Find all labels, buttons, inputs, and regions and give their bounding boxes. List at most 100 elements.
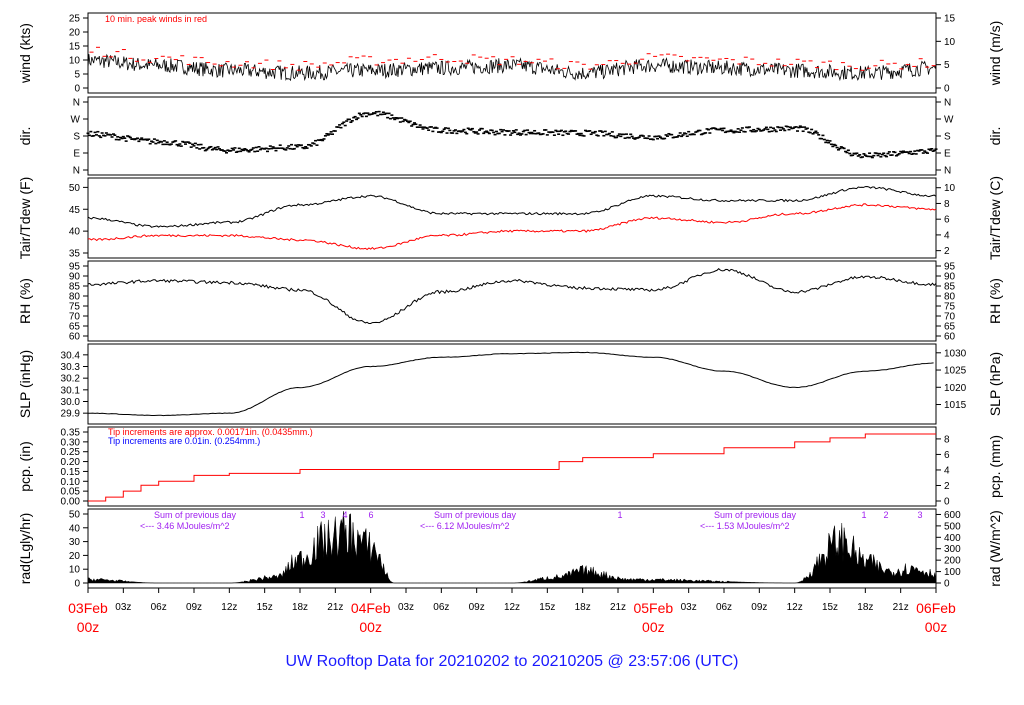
slp-line bbox=[88, 351, 934, 417]
rh-left-tick-label: 85 bbox=[69, 282, 81, 293]
temp-right-tick-label: 4 bbox=[944, 230, 950, 241]
x-hour-label: 21z bbox=[610, 602, 626, 613]
x-hour-label: 06z bbox=[151, 602, 167, 613]
rh-right-tick-label: 60 bbox=[944, 332, 956, 343]
slp-right-tick-label: 1025 bbox=[944, 366, 967, 377]
x-day-label: 06Feb bbox=[916, 600, 956, 616]
rh-left-tick-label: 60 bbox=[69, 332, 81, 343]
panel-frame-wind bbox=[87, 12, 937, 94]
rh-left-tick-label: 95 bbox=[69, 262, 81, 273]
wind-right-tick-label: 5 bbox=[944, 60, 950, 71]
pcp-right-tick-label: 0 bbox=[944, 497, 950, 508]
rad-right-tick-label: 200 bbox=[944, 556, 961, 567]
wind-left-tick-label: 10 bbox=[69, 56, 81, 67]
temp-right-tick-label: 2 bbox=[944, 246, 950, 257]
slp-left-tick-label: 30.2 bbox=[61, 374, 81, 385]
rad-left-tick-label: 20 bbox=[69, 551, 81, 562]
x-hour-label: 21z bbox=[327, 602, 343, 613]
x-hour-label: 09z bbox=[751, 602, 767, 613]
rh-right-tick-label: 85 bbox=[944, 282, 956, 293]
rad-right-tick-label: 0 bbox=[944, 579, 950, 590]
slp-right-tick-label: 1030 bbox=[944, 348, 967, 359]
rad-left-tick-label: 40 bbox=[69, 523, 81, 534]
x-hour-label: 15z bbox=[539, 602, 555, 613]
pcp-left-tick-label: 0.15 bbox=[61, 467, 81, 478]
x-hour-label: 03z bbox=[398, 602, 414, 613]
panel-frame-dir bbox=[87, 96, 937, 176]
temp-left-tick-label: 40 bbox=[69, 227, 81, 238]
dir-left-tick-label: N bbox=[73, 98, 80, 109]
rad-summary-value: <--- 3.46 MJoules/m^2 bbox=[140, 521, 230, 531]
slp-left-tick-label: 30.1 bbox=[61, 385, 81, 396]
pcp-note-blue: Tip increments are 0.01in. (0.254mm.) bbox=[108, 436, 260, 446]
panel-frame-rh bbox=[87, 260, 937, 342]
rh-right-tick-label: 95 bbox=[944, 262, 956, 273]
wind-right-tick-label: 15 bbox=[944, 14, 956, 25]
rad-right-tick-label: 400 bbox=[944, 533, 961, 544]
rad-summary-title: Sum of previous day bbox=[154, 510, 237, 520]
rh-left-axis-label: RH (%) bbox=[17, 278, 33, 324]
panel-frame-pcp bbox=[87, 426, 937, 507]
wind-left-tick-label: 15 bbox=[69, 42, 81, 53]
temp-left-tick-label: 35 bbox=[69, 249, 81, 260]
rad-left-tick-label: 0 bbox=[74, 579, 80, 590]
dir-right-tick-label: E bbox=[944, 149, 951, 160]
rad-marker-label: 1 bbox=[861, 510, 866, 520]
pcp-note-red: Tip increments are approx. 0.00171in. (0… bbox=[108, 427, 313, 437]
pcp-left-tick-label: 0.25 bbox=[61, 447, 81, 458]
x-day-hour-label: 00z bbox=[359, 619, 382, 635]
wind-left-tick-label: 0 bbox=[74, 84, 80, 95]
x-day-hour-label: 00z bbox=[925, 619, 948, 635]
wind-right-tick-label: 10 bbox=[944, 37, 956, 48]
rad-summary-value: <--- 1.53 MJoules/m^2 bbox=[700, 521, 790, 531]
rh-left-tick-label: 80 bbox=[69, 292, 81, 303]
pcp-left-tick-label: 0.05 bbox=[61, 487, 81, 498]
pcp-left-tick-label: 0.30 bbox=[61, 437, 81, 448]
wind-peak-note: 10 min. peak winds in red bbox=[105, 14, 207, 24]
rad-right-tick-label: 500 bbox=[944, 521, 961, 532]
pcp-right-tick-label: 2 bbox=[944, 481, 950, 492]
panel-frame-slp bbox=[87, 343, 937, 425]
x-hour-label: 09z bbox=[469, 602, 485, 613]
pcp-right-axis-label: pcp. (mm) bbox=[987, 435, 1003, 498]
wind-right-tick-label: 0 bbox=[944, 84, 950, 95]
slp-right-tick-label: 1015 bbox=[944, 400, 967, 411]
rh-right-tick-label: 65 bbox=[944, 322, 956, 333]
rh-left-tick-label: 70 bbox=[69, 312, 81, 323]
slp-left-tick-label: 30.4 bbox=[61, 350, 81, 361]
slp-right-axis-label: SLP (hPa) bbox=[987, 352, 1003, 416]
x-hour-label: 18z bbox=[575, 602, 591, 613]
rad-marker-label: 1 bbox=[299, 510, 304, 520]
wind-left-tick-label: 20 bbox=[69, 28, 81, 39]
wind-left-axis-label: wind (kts) bbox=[17, 23, 33, 84]
rad-marker-label: 4 bbox=[342, 510, 347, 520]
slp-right-tick-label: 1020 bbox=[944, 383, 967, 394]
panel-frame-temp bbox=[87, 177, 937, 259]
rad-marker-label: 6 bbox=[368, 510, 373, 520]
dir-right-tick-label: N bbox=[944, 166, 951, 177]
x-hour-label: 09z bbox=[186, 602, 202, 613]
wind-right-axis-label: wind (m/s) bbox=[987, 21, 1003, 87]
slp-left-axis-label: SLP (inHg) bbox=[17, 350, 33, 418]
temp-left-tick-label: 45 bbox=[69, 205, 81, 216]
rh-left-tick-label: 65 bbox=[69, 322, 81, 333]
x-hour-label: 18z bbox=[857, 602, 873, 613]
pcp-right-tick-label: 8 bbox=[944, 434, 950, 445]
dir-left-tick-label: W bbox=[71, 115, 81, 126]
x-day-label: 03Feb bbox=[68, 600, 108, 616]
dir-right-axis-label: dir. bbox=[987, 127, 1003, 146]
wind-left-tick-label: 25 bbox=[69, 14, 81, 25]
x-hour-label: 12z bbox=[221, 602, 237, 613]
temp-right-tick-label: 6 bbox=[944, 215, 950, 226]
rad-left-tick-label: 50 bbox=[69, 510, 81, 521]
rad-right-tick-label: 600 bbox=[944, 510, 961, 521]
rad-left-tick-label: 10 bbox=[69, 565, 81, 576]
rad-summary-value: <--- 6.12 MJoules/m^2 bbox=[420, 521, 510, 531]
x-hour-label: 21z bbox=[893, 602, 909, 613]
x-day-label: 04Feb bbox=[351, 600, 391, 616]
x-day-hour-label: 00z bbox=[642, 619, 665, 635]
pcp-left-tick-label: 0.00 bbox=[61, 497, 81, 508]
pcp-left-axis-label: pcp. (in) bbox=[17, 441, 33, 492]
dir-left-tick-label: E bbox=[73, 149, 80, 160]
rad-left-axis-label: rad(Lgly/hr) bbox=[17, 513, 33, 585]
